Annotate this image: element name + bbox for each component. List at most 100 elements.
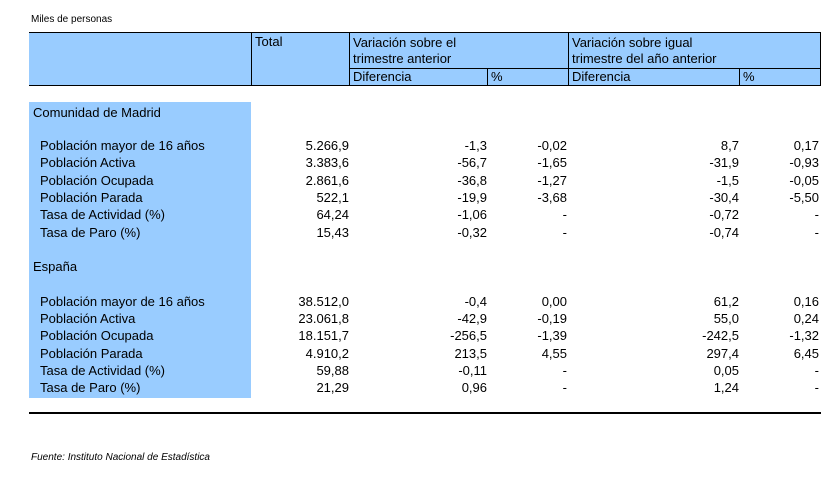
row-label: Población Activa xyxy=(40,155,136,170)
header-divider-4 xyxy=(568,32,569,86)
cell-pct-prev: -1,65 xyxy=(537,155,567,170)
cell-dif-year: -242,5 xyxy=(702,328,739,343)
cell-dif-prev: -19,9 xyxy=(457,190,487,205)
row-label: Tasa de Paro (%) xyxy=(40,225,141,240)
cell-total: 59,88 xyxy=(316,363,349,378)
cell-dif-year: -31,9 xyxy=(709,155,739,170)
cell-dif-year: -30,4 xyxy=(709,190,739,205)
header-diferencia-1: Diferencia xyxy=(353,69,412,84)
cell-dif-prev: -0,4 xyxy=(464,294,487,309)
cell-dif-prev: -1,3 xyxy=(464,138,487,153)
cell-total: 5.266,9 xyxy=(305,138,349,153)
cell-pct-year: -0,05 xyxy=(789,173,819,188)
cell-dif-prev: -0,11 xyxy=(458,363,487,378)
cell-total: 23.061,8 xyxy=(298,311,349,326)
row-label: Tasa de Paro (%) xyxy=(40,380,141,395)
row-label: Población Parada xyxy=(40,190,143,205)
table-row: Tasa de Paro (%) 15,43 -0,32 - -0,74 - xyxy=(0,224,840,241)
cell-dif-year: 8,7 xyxy=(720,138,739,153)
cell-pct-prev: -0,19 xyxy=(537,311,567,326)
cell-dif-year: -0,72 xyxy=(709,207,739,222)
cell-pct-prev: -3,68 xyxy=(537,190,567,205)
header-divider-1 xyxy=(251,32,252,86)
cell-pct-year: 6,45 xyxy=(793,346,819,361)
header-divider-2 xyxy=(349,32,350,86)
header-diferencia-2: Diferencia xyxy=(572,69,631,84)
cell-dif-year: 61,2 xyxy=(713,294,739,309)
header-fill-var2-dif xyxy=(569,69,739,85)
cell-dif-year: 0,05 xyxy=(713,363,739,378)
cell-dif-prev: -256,5 xyxy=(450,328,487,343)
table-row: Población mayor de 16 años 38.512,0 -0,4… xyxy=(0,293,840,310)
row-label: Población Activa xyxy=(40,311,136,326)
row-label: Población Ocupada xyxy=(40,173,154,188)
cell-dif-prev: -36,8 xyxy=(457,173,487,188)
cell-pct-prev: -1,27 xyxy=(537,173,567,188)
header-fill-var1-dif xyxy=(350,69,487,85)
cell-total: 3.383,6 xyxy=(305,155,349,170)
cell-pct-year: -1,32 xyxy=(789,328,819,343)
table-row: Población Activa 3.383,6 -56,7 -1,65 -31… xyxy=(0,154,840,171)
header-total: Total xyxy=(255,34,283,49)
cell-total: 18.151,7 xyxy=(298,328,349,343)
table-row: Tasa de Actividad (%) 59,88 -0,11 - 0,05… xyxy=(0,362,840,379)
header-fill-var2 xyxy=(569,33,820,68)
table-row: Población Parada 522,1 -19,9 -3,68 -30,4… xyxy=(0,189,840,206)
cell-dif-prev: -56,7 xyxy=(457,155,487,170)
cell-pct-year: -5,50 xyxy=(789,190,819,205)
header-percent-1: % xyxy=(491,69,503,84)
cell-dif-prev: -1,06 xyxy=(457,207,487,222)
header-bottom-rule xyxy=(29,85,821,86)
cell-total: 38.512,0 xyxy=(298,294,349,309)
cell-dif-prev: 213,5 xyxy=(454,346,487,361)
cell-dif-year: 297,4 xyxy=(706,346,739,361)
header-var-same-quarter-line2: trimestre del año anterior xyxy=(572,51,717,66)
header-divider-6 xyxy=(820,32,821,86)
cell-pct-year: 0,16 xyxy=(793,294,819,309)
cell-pct-year: -0,93 xyxy=(789,155,819,170)
cell-dif-prev: 0,96 xyxy=(461,380,487,395)
header-subrule xyxy=(350,68,820,69)
cell-pct-prev: - xyxy=(562,225,567,240)
header-var-prev-quarter-line2: trimestre anterior xyxy=(353,51,452,66)
cell-pct-prev: - xyxy=(562,207,567,222)
cell-total: 21,29 xyxy=(316,380,349,395)
cell-pct-prev: -1,39 xyxy=(537,328,567,343)
cell-dif-prev: -42,9 xyxy=(457,311,487,326)
header-fill-var1 xyxy=(350,33,568,68)
header-divider-3 xyxy=(487,68,488,86)
cell-pct-year: - xyxy=(814,380,819,395)
row-label: Tasa de Actividad (%) xyxy=(40,207,166,222)
table-row: Población Parada 4.910,2 213,5 4,55 297,… xyxy=(0,345,840,362)
table-row: Población mayor de 16 años 5.266,9 -1,3 … xyxy=(0,137,840,154)
cell-pct-prev: -0,02 xyxy=(537,138,567,153)
cell-dif-year: 1,24 xyxy=(713,380,739,395)
header-fill-label-col xyxy=(29,33,251,85)
cell-total: 522,1 xyxy=(316,190,349,205)
header-fill-total xyxy=(252,33,349,85)
header-divider-5 xyxy=(739,68,740,86)
cell-pct-year: - xyxy=(814,225,819,240)
row-label: Tasa de Actividad (%) xyxy=(40,363,166,378)
cell-total: 15,43 xyxy=(316,225,349,240)
cell-pct-year: - xyxy=(814,363,819,378)
label-column-fill xyxy=(29,102,251,398)
units-label: Miles de personas xyxy=(31,14,113,25)
table-row: Tasa de Paro (%) 21,29 0,96 - 1,24 - xyxy=(0,379,840,396)
source-note: Fuente: Instituto Nacional de Estadístic… xyxy=(31,452,210,463)
cell-pct-prev: - xyxy=(562,363,567,378)
section-title-madrid: Comunidad de Madrid xyxy=(33,105,161,120)
cell-total: 4.910,2 xyxy=(305,346,349,361)
header-percent-2: % xyxy=(743,69,755,84)
section-title-espana: España xyxy=(33,259,78,274)
row-label: Población Parada xyxy=(40,346,143,361)
row-label: Población Ocupada xyxy=(40,328,154,343)
cell-pct-year: 0,24 xyxy=(793,311,819,326)
cell-total: 64,24 xyxy=(316,207,349,222)
table-row: Población Activa 23.061,8 -42,9 -0,19 55… xyxy=(0,310,840,327)
row-label: Población mayor de 16 años xyxy=(40,294,205,309)
header-var-same-quarter-line1: Variación sobre igual xyxy=(572,35,693,50)
cell-dif-year: 55,0 xyxy=(713,311,739,326)
table-row: Tasa de Actividad (%) 64,24 -1,06 - -0,7… xyxy=(0,206,840,223)
row-label: Población mayor de 16 años xyxy=(40,138,205,153)
